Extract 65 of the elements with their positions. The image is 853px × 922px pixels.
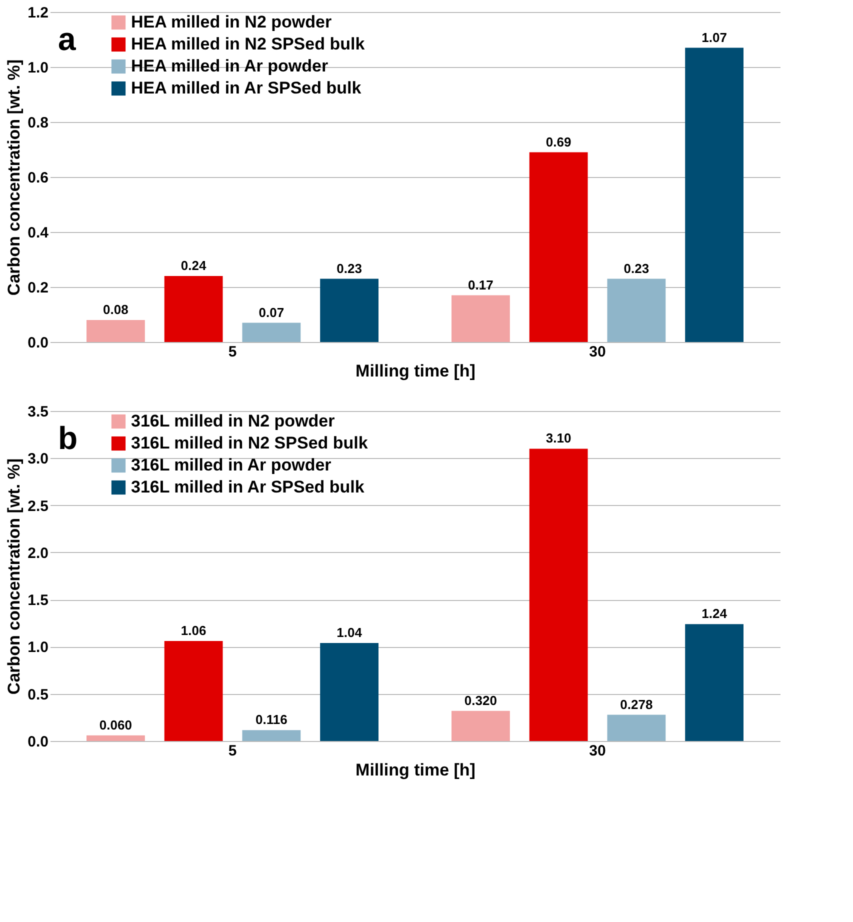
legend-label: 316L milled in N2 powder — [131, 412, 336, 430]
data-label: 1.07 — [702, 30, 727, 45]
y-tick-label: 2.5 — [28, 498, 48, 515]
bar — [164, 641, 223, 741]
data-label: 0.24 — [180, 258, 207, 273]
data-label: 0.69 — [546, 134, 572, 150]
y-axis-title: Carbon concentration [wt. %] — [4, 458, 24, 695]
x-axis-title: Milling time [h] — [356, 362, 476, 380]
y-tick-label: 1.0 — [28, 60, 48, 76]
y-tick-label: 0.6 — [28, 170, 48, 186]
x-tick-label: 5 — [228, 344, 237, 360]
bar — [452, 295, 510, 342]
data-label: 0.23 — [624, 260, 650, 276]
x-tick-label: 5 — [228, 742, 237, 760]
y-axis-title: Carbon concentration [wt. %] — [4, 59, 24, 296]
data-label: 0.060 — [99, 717, 132, 732]
y-tick-label: 1.2 — [28, 4, 48, 22]
legend-label: HEA milled in Ar SPSed bulk — [131, 78, 362, 98]
bar — [685, 48, 744, 342]
chart-title: b — [58, 420, 78, 456]
x-tick-label: 30 — [589, 344, 606, 360]
bar — [320, 642, 378, 741]
bar — [607, 714, 666, 741]
y-tick-label: 3.5 — [28, 404, 48, 420]
data-label: 0.07 — [258, 304, 284, 320]
bar — [529, 448, 588, 741]
legend-label: HEA milled in N2 SPSed bulk — [131, 34, 366, 54]
legend-label: HEA milled in Ar powder — [131, 56, 328, 76]
bar — [529, 152, 588, 342]
bar — [242, 730, 301, 741]
bar — [607, 278, 666, 342]
y-tick-label: 1.5 — [28, 592, 48, 610]
bar — [242, 322, 301, 342]
y-tick-label: 1.0 — [28, 639, 48, 656]
legend-label: 316L milled in N2 SPSed bulk — [131, 434, 368, 452]
data-label: 0.116 — [256, 712, 288, 728]
y-tick-label: 0.0 — [28, 334, 48, 352]
bar — [86, 735, 145, 741]
data-label: 3.10 — [546, 430, 572, 446]
x-axis-title: Milling time [h] — [356, 760, 476, 780]
data-label: 1.04 — [336, 624, 363, 640]
bar — [452, 710, 510, 741]
data-label: 0.17 — [468, 277, 494, 292]
data-label: 0.320 — [464, 692, 497, 708]
y-tick-label: 0.0 — [28, 734, 48, 750]
bar — [164, 276, 223, 342]
y-tick-label: 0.8 — [28, 114, 48, 132]
data-label: 1.06 — [180, 623, 206, 638]
y-tick-label: 2.0 — [28, 544, 48, 562]
bar — [685, 624, 744, 741]
data-label: 1.24 — [702, 606, 728, 622]
y-tick-label: 3.0 — [28, 450, 48, 468]
chart-title: a — [58, 21, 76, 57]
data-label: 0.278 — [620, 696, 653, 712]
y-tick-label: 0.2 — [28, 280, 48, 296]
data-label: 0.23 — [336, 260, 362, 276]
bar — [86, 320, 145, 342]
x-tick-label: 30 — [589, 742, 606, 760]
data-label: 0.08 — [103, 302, 128, 317]
y-tick-label: 0.5 — [28, 686, 48, 704]
bar — [320, 278, 378, 342]
legend-label: 316L milled in Ar powder — [131, 456, 332, 474]
legend-label: 316L milled in Ar SPSed bulk — [131, 478, 365, 496]
y-tick-label: 0.4 — [28, 224, 50, 242]
legend-label: HEA milled in N2 powder — [131, 12, 332, 32]
